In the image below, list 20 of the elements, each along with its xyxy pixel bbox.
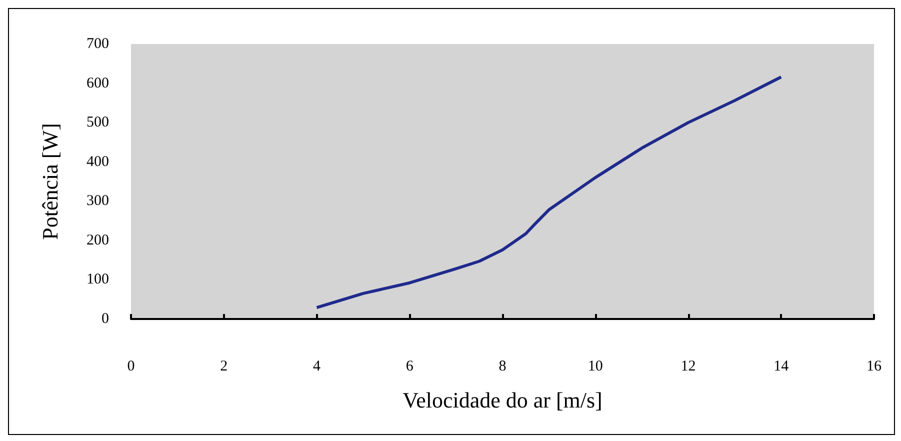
x-tick-label: 8 [498, 358, 506, 374]
x-tick-label: 0 [127, 358, 135, 374]
y-tick-label: 700 [86, 36, 109, 52]
line-series [315, 76, 783, 310]
x-tick-label: 14 [774, 358, 790, 374]
y-tick-label: 500 [86, 114, 109, 131]
x-tick-label: 10 [588, 358, 603, 374]
x-tick-label: 2 [220, 358, 228, 374]
y-tick-label: 400 [86, 154, 109, 170]
y-tick-label: 0 [102, 311, 109, 327]
y-tick-label: 200 [86, 232, 109, 248]
x-tick-label: 16 [866, 358, 882, 374]
x-tick-label: 6 [406, 358, 414, 374]
y-tick-label: 600 [86, 75, 109, 92]
y-tick-label: 300 [86, 193, 109, 210]
y-axis-title: Potência [W] [38, 123, 62, 240]
x-tick-label: 12 [680, 358, 696, 374]
y-tick-label: 100 [86, 272, 109, 288]
x-axis-title: Velocidade do ar [m/s] [402, 388, 602, 412]
x-tick-label: 4 [313, 358, 321, 374]
